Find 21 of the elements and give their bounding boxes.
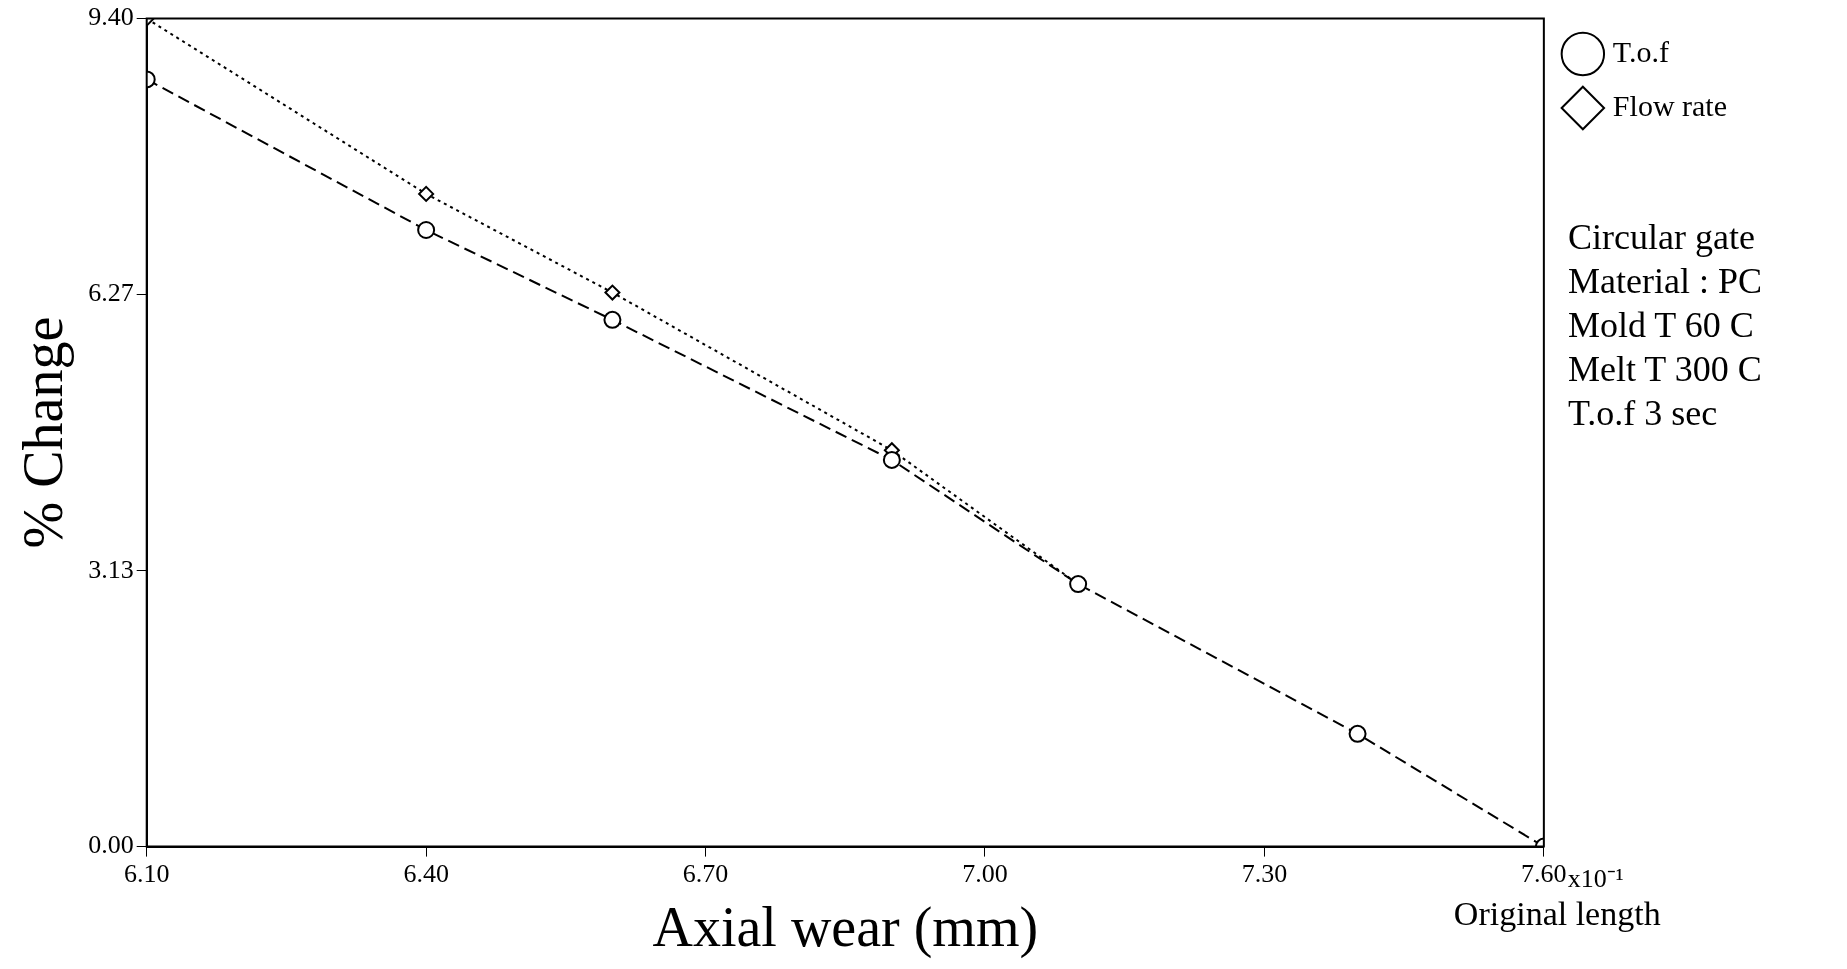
x-tick-label: 7.00 [962,859,1008,889]
legend-label: Flow rate [1612,88,1727,122]
y-axis-title: % Change [12,316,75,549]
text: Material : PC [1568,260,1762,303]
text: Original length [1453,894,1661,933]
text: T.o.f 3 sec [1568,392,1719,435]
legend-label: T.o.f [1612,34,1669,68]
x-axis-title: Axial wear (mm) [652,896,1039,960]
x-tick-label: 6.10 [123,859,170,889]
text: Mold T 60 C [1568,304,1755,347]
text: Melt T 300 C [1568,348,1762,391]
x-tick-label: 6.40 [403,859,449,889]
x-tick-label: 7.60 [1521,859,1567,889]
y-tick-label: 9.40 [88,2,134,32]
x-tick-label: 7.30 [1241,859,1288,889]
text: x10⁻¹ [1567,862,1624,895]
x-tick-label: 6.70 [682,859,729,889]
y-tick-label: 6.27 [88,278,134,308]
y-tick-label: 0.00 [88,830,134,860]
text: Circular gate [1568,216,1756,259]
y-tick-label: 3.13 [88,554,134,584]
